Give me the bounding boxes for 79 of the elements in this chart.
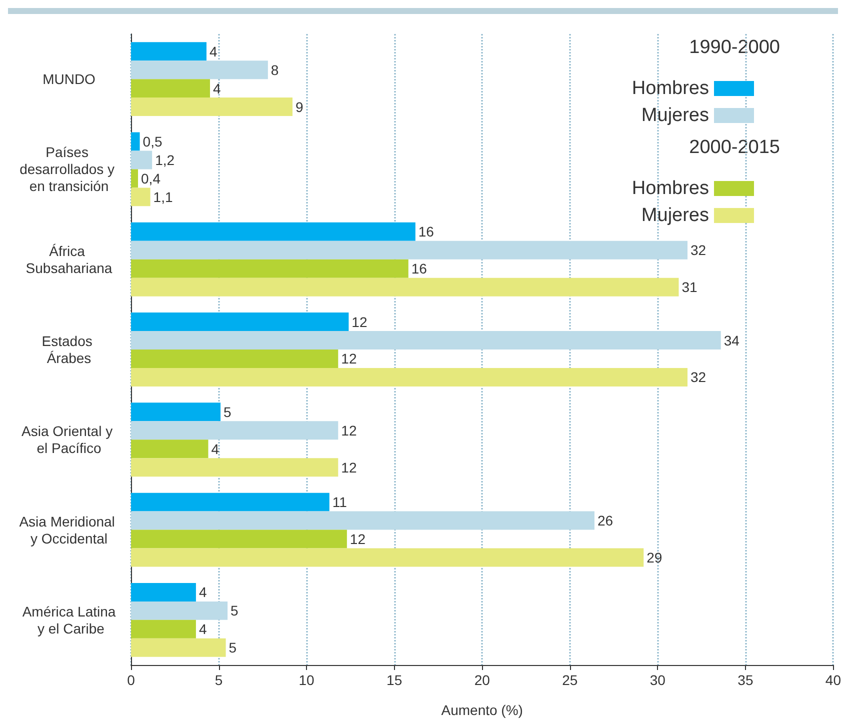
data-label: 31 [682,279,698,296]
data-label: 4 [211,440,220,457]
y-tick-label: África Subsahariana [26,242,112,276]
data-label: 26 [597,512,614,529]
bar [131,458,338,477]
x-tick-label: 20 [474,672,490,688]
x-tick-label: 40 [825,672,842,688]
legend-label: Hombres [632,78,709,99]
data-label: 12 [341,422,357,438]
data-label: 4 [213,80,221,96]
data-label: 34 [724,332,740,348]
bar [131,42,206,61]
data-label: 29 [646,550,662,566]
x-tick-label: 0 [127,672,136,688]
bar [131,169,138,188]
legend-label: Mujeres [641,105,709,126]
data-label: 5 [228,640,237,656]
data-label: 12 [350,531,366,548]
bar [131,638,226,657]
bar [131,402,221,422]
x-tick-label: 10 [298,672,315,688]
data-label: 32 [690,242,706,258]
data-label: 12 [352,314,368,330]
bar [131,440,208,458]
data-label: 1,2 [155,152,175,168]
data-label: 1,1 [153,188,173,205]
data-label: 0,4 [141,170,161,186]
bar [131,132,140,151]
y-tick-label: MUNDO [42,71,96,88]
bar [131,582,196,602]
x-tick-label: 35 [738,672,754,688]
legend-label: Hombres [632,178,709,199]
y-tick-label: Asia Meridional y Occidental [19,513,119,546]
x-tick-label: 25 [562,672,578,688]
legend-label: Mujeres [641,205,709,226]
x-tick-label: 15 [386,672,402,688]
bar [131,350,338,368]
data-label: 4 [198,621,207,638]
data-label: 32 [690,369,706,386]
y-tick-label: Estados Árabes [42,333,96,366]
data-label: 0,5 [142,133,162,150]
data-label: 11 [332,494,348,510]
data-label: 5 [224,404,232,420]
data-label: 9 [296,98,304,115]
data-label: 4 [198,584,207,600]
x-axis-title: Aumento (%) [441,702,523,718]
data-label: 8 [270,62,279,78]
bar [131,421,338,440]
bar [131,259,408,278]
bar [131,60,268,80]
bar [131,278,679,296]
bar [131,222,416,241]
bar [131,511,594,530]
bar [131,368,688,386]
data-label: 16 [418,224,434,240]
bar [131,79,210,98]
bar [131,492,330,512]
bar [131,530,347,548]
bar [131,150,152,170]
x-tick-label: 5 [214,672,223,688]
bar [131,601,228,620]
annotation: 1990-2000 [689,37,780,58]
bar [131,98,293,116]
data-label: 4 [209,43,218,60]
bar [131,188,150,206]
data-label: 16 [411,260,428,277]
data-label: 12 [341,350,357,367]
bar [131,620,196,638]
bar [131,240,688,260]
annotation: 2000-2015 [689,137,780,158]
y-tick-label: Países desarrollados y en transición [20,144,118,194]
bar [131,548,644,567]
data-label: 5 [230,602,239,619]
data-label: 12 [341,459,357,476]
bar [131,312,349,332]
y-tick-label: América Latina y el Caribe [22,603,116,636]
x-tick-label: 30 [650,672,666,688]
bar [131,331,721,350]
y-tick-label: Asia Oriental y el Pacífico [22,423,116,456]
